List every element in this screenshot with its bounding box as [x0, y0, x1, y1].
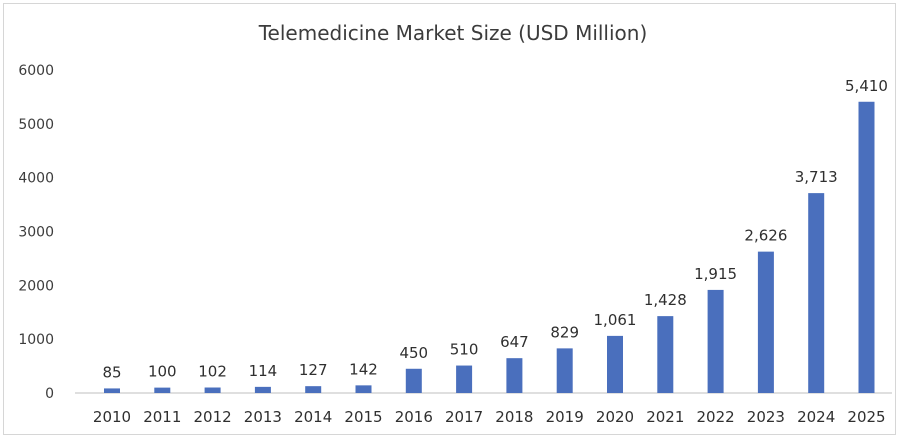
data-label: 1,428	[644, 291, 687, 309]
y-tick-label: 3000	[18, 225, 54, 241]
x-tick-label: 2013	[244, 408, 282, 426]
y-axis: 0 1000 2000 3000 4000 5000 6000	[18, 63, 54, 402]
data-label: 1,061	[594, 311, 637, 329]
x-axis: 2010 2011 2012 2013 2014 2015 2016 2017 2018 2019…	[93, 408, 886, 426]
y-tick-label: 4000	[18, 171, 54, 187]
bar	[556, 348, 573, 393]
y-tick-label: 2000	[18, 278, 54, 294]
bar	[104, 388, 120, 393]
data-label: 510	[450, 341, 479, 359]
chart-title: Telemedicine Market Size (USD Million)	[258, 21, 648, 45]
chart-frame	[3, 3, 896, 435]
y-tick-label: 1000	[18, 332, 54, 348]
data-label: 2,626	[744, 227, 787, 245]
data-label: 102	[198, 363, 227, 381]
x-tick-label: 2019	[546, 408, 584, 426]
bar	[204, 387, 221, 393]
data-label: 829	[550, 323, 579, 341]
x-tick-label: 2015	[344, 408, 382, 426]
x-tick-label: 2011	[143, 408, 181, 426]
bar	[607, 335, 623, 393]
data-label: 647	[500, 333, 529, 351]
bar	[456, 365, 473, 393]
bar	[757, 251, 774, 393]
y-tick-label: 6000	[18, 63, 54, 79]
data-label: 450	[399, 344, 428, 362]
data-label: 142	[349, 360, 378, 378]
bar	[858, 101, 875, 394]
data-label: 127	[299, 361, 328, 379]
bar	[154, 387, 171, 393]
bar	[355, 385, 372, 393]
bar	[707, 289, 724, 393]
y-tick-label: 0	[45, 386, 54, 402]
bar	[657, 316, 674, 393]
data-label: 3,713	[795, 168, 838, 186]
y-tick-label: 5000	[18, 117, 54, 133]
x-tick-label: 2020	[596, 408, 634, 426]
data-label: 100	[148, 363, 177, 381]
x-tick-label: 2010	[93, 408, 131, 426]
x-tick-label: 2024	[797, 408, 835, 426]
x-tick-label: 2012	[194, 408, 232, 426]
x-tick-label: 2025	[847, 408, 885, 426]
x-tick-label: 2018	[495, 408, 533, 426]
bar	[808, 193, 825, 393]
x-tick-label: 2022	[697, 408, 735, 426]
bar	[305, 386, 322, 393]
data-label: 5,410	[845, 77, 888, 95]
data-labels: 85 100 102 114 127 142 450 510 647 829 1,061 1,428 1…	[102, 77, 888, 382]
bar	[506, 358, 523, 393]
bar	[405, 368, 422, 393]
data-label: 85	[102, 363, 121, 381]
x-tick-label: 2014	[294, 408, 332, 426]
bars-group	[104, 101, 875, 394]
x-tick-label: 2023	[747, 408, 785, 426]
bar	[254, 386, 271, 393]
x-tick-label: 2021	[646, 408, 684, 426]
data-label: 114	[249, 362, 278, 380]
data-label: 1,915	[694, 265, 737, 283]
x-tick-label: 2016	[395, 408, 433, 426]
x-tick-label: 2017	[445, 408, 483, 426]
